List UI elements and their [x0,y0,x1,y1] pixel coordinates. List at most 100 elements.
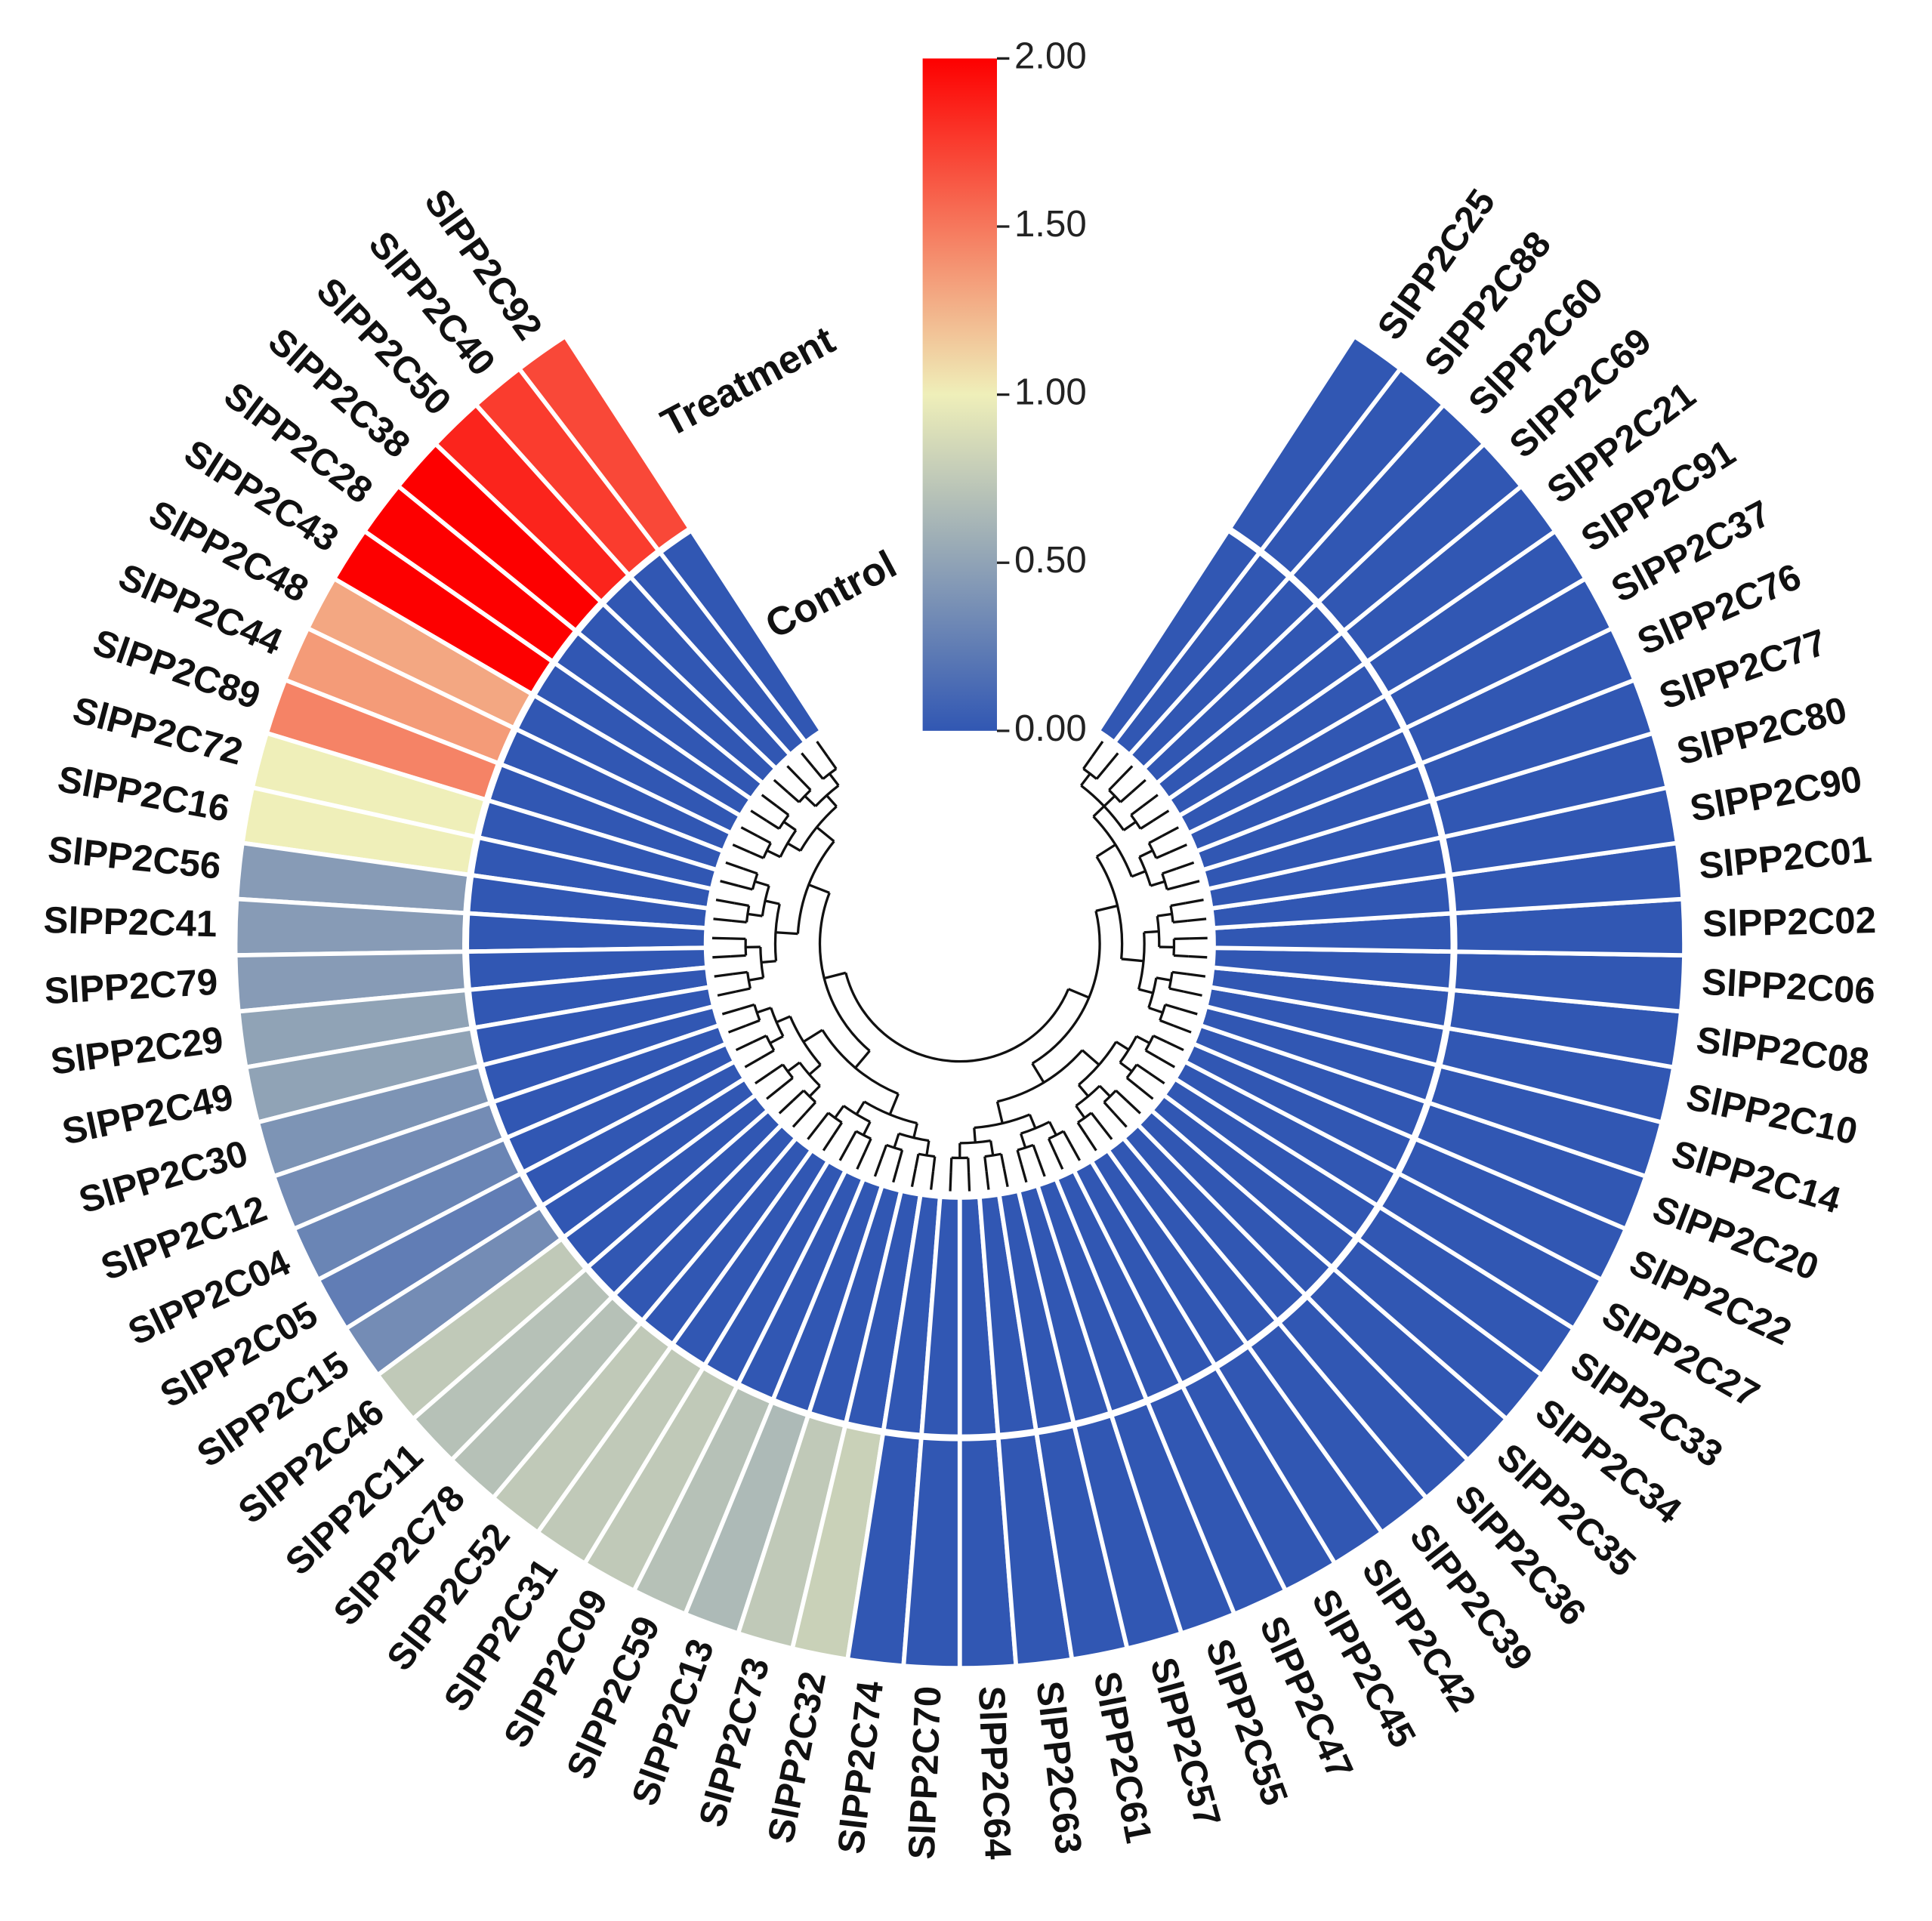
dendro-branch [1138,849,1153,859]
dendro-branch [801,752,815,769]
dendro-branch [770,1063,784,1075]
dendro-branch [1125,1077,1140,1089]
colorbar-tick-label: 2.00 [1014,35,1087,76]
dendro-branch [816,741,829,758]
dendro-arc [1031,911,1101,1065]
dendro-branch [1081,1049,1100,1066]
dendro-branch [786,1061,801,1073]
dendro-branch [748,976,764,982]
dendro-branch [1032,1144,1040,1160]
dendro-branch [711,936,731,940]
dendro-branch [1130,805,1144,816]
dendro-arc [1017,1143,1034,1152]
dendro-branch [967,1172,971,1192]
dendro-arc [1082,767,1097,780]
dendro-branch [1157,912,1172,917]
dendro-branch [1091,741,1104,758]
dendro-branch [1166,884,1182,891]
dendro-branch [1184,990,1202,997]
dendro-branch [780,1077,794,1089]
dendro-branch [1138,988,1154,994]
dendro-branch [725,861,744,870]
dendro-branch [1122,820,1137,831]
dendro-branch [807,1124,820,1140]
dendro-branch [1169,843,1187,853]
dendro-branch [1171,970,1187,976]
dendro-branch [925,1140,931,1156]
dendro-branch [808,1084,821,1098]
dendro-branch [804,794,816,807]
dendro-branch [1047,1138,1057,1153]
dendro-branch [892,1164,900,1183]
dendro-branch [1152,809,1170,822]
dendro-branch [786,842,801,853]
dendro-arc [844,972,1070,1063]
gene-label: SlPP2C61 [1085,1668,1159,1846]
dendro-branch [1125,1099,1141,1115]
dendro-branch [983,1156,988,1172]
dendro-branch [1108,779,1121,791]
dendro-branch [714,973,733,978]
dendro-arc [827,1112,843,1124]
dendro-branch [804,1101,817,1115]
dendro-branch [715,899,735,905]
dendro-branch [1156,976,1171,982]
dendro-branch [1136,1063,1150,1075]
dendro-arc [1077,1112,1092,1124]
dendro-branch [1187,973,1206,978]
dendro-branch [822,1134,835,1152]
dendro-branch [1002,1168,1009,1187]
dendro-arc [798,789,812,803]
dendro-branch [828,772,840,787]
dendro-branch [1095,766,1107,780]
dendro-arc [886,1143,903,1152]
dendro-arc [759,947,765,979]
dendro-branch [1168,987,1184,993]
dendro-branch [1175,861,1195,870]
dendro-arc [1159,1004,1167,1021]
dendro-branch [812,766,824,780]
dendro-branch [1098,1084,1111,1098]
dendro-branch [712,954,731,959]
ring-label: Treatment [654,318,842,446]
dendro-branch [730,954,746,958]
dendro-branch [854,1050,871,1069]
dendro-branch [732,843,751,853]
dendro-branch [1119,791,1133,803]
dendro-branch [1020,1164,1028,1183]
dendro-branch [1153,1035,1168,1044]
dendro-branch [1082,756,1094,770]
dendro-branch [1148,834,1163,844]
dendro-arc [789,1016,822,1066]
dendro-branch [761,794,778,807]
dendro-branch [732,970,748,976]
dendro-branch [1113,1112,1128,1128]
dendro-branch [1095,904,1118,912]
heat-cell [1094,527,1263,746]
dendro-branch [931,1156,937,1172]
dendro-branch [973,1127,977,1143]
dendro-branch [930,1170,935,1190]
dendro-branch [1075,1105,1086,1119]
dendro-branch [1179,1007,1198,1016]
dendro-branch [757,834,772,844]
dendro-branch [1188,954,1208,959]
dendro-arc [1137,932,1146,990]
dendro-arc [1075,1084,1101,1107]
gene-label: SlPP2C63 [1028,1679,1089,1856]
dendro-branch [1142,794,1159,807]
dendro-branch [740,826,758,837]
gene-label: SlPP2C08 [1694,1019,1872,1083]
dendro-arc [1048,1130,1064,1140]
dendro-arc [1103,1090,1117,1103]
dendro-branch [792,1112,807,1128]
dendro-branch [1173,1024,1192,1034]
dendro-branch [775,931,798,936]
dendro-branch [912,1123,918,1139]
dendro-branch [773,779,789,794]
dendro-branch [873,1158,883,1177]
dendro-branch [808,1063,822,1076]
dendro-branch [735,1041,754,1052]
dendro-branch [888,1093,900,1115]
